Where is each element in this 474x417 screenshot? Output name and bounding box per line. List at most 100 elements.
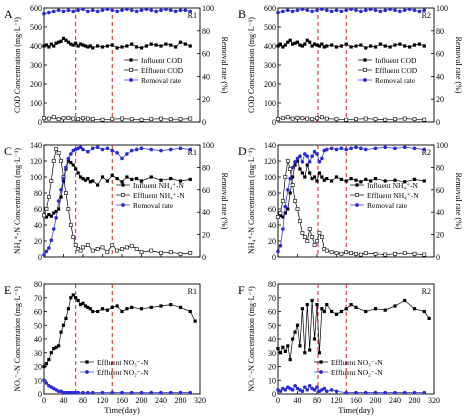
data-point [120, 45, 124, 49]
data-point [129, 243, 134, 248]
data-point [383, 8, 388, 13]
y-tick-label: 40 [268, 335, 276, 344]
y-tick-label: 50 [268, 321, 276, 330]
data-point [315, 385, 319, 389]
data-point [290, 388, 295, 392]
data-point [322, 309, 326, 314]
data-point [115, 46, 119, 50]
data-point [125, 307, 129, 311]
data-point [283, 349, 287, 353]
data-point [310, 154, 314, 158]
x-tick-label: 160 [350, 396, 362, 405]
data-point [285, 8, 290, 13]
data-point [68, 223, 73, 227]
data-point [403, 44, 407, 48]
data-point [324, 147, 329, 152]
data-point [344, 8, 349, 13]
data-point [61, 176, 66, 181]
y-tick-label: 20 [34, 237, 42, 246]
data-point [178, 40, 183, 44]
data-point [105, 308, 109, 312]
series-line [277, 116, 425, 121]
data-point [71, 163, 75, 167]
data-point [78, 175, 83, 179]
data-point [354, 8, 358, 13]
data-point [422, 252, 427, 257]
reactor-tag: R2 [422, 11, 431, 20]
data-point [339, 177, 343, 181]
y2-tick-label: 20 [436, 231, 444, 240]
y-tick-label: 0 [272, 390, 276, 399]
data-point [373, 390, 378, 395]
data-point [364, 46, 368, 50]
data-point [344, 250, 349, 255]
data-point [281, 45, 285, 49]
y2-tick-label: 20 [202, 95, 210, 104]
data-point [159, 8, 163, 13]
data-point [90, 117, 95, 122]
data-point [303, 152, 307, 156]
data-point [363, 147, 368, 152]
data-point [363, 8, 368, 13]
data-point [363, 116, 368, 121]
data-point [139, 390, 144, 395]
data-point [354, 390, 358, 395]
data-point [134, 9, 139, 14]
data-point [61, 179, 66, 183]
data-point [402, 251, 407, 255]
data-point [61, 116, 66, 121]
data-point [317, 160, 322, 164]
data-point [288, 176, 292, 181]
data-point [276, 10, 280, 15]
data-point [61, 9, 66, 14]
series-line [43, 148, 191, 255]
data-point [298, 167, 302, 171]
data-point [330, 179, 334, 183]
data-point [149, 42, 153, 46]
data-point [168, 117, 173, 122]
legend-marker [129, 68, 133, 72]
data-point [403, 180, 407, 184]
data-point [402, 390, 407, 395]
data-point [120, 390, 124, 395]
data-point [310, 9, 314, 14]
series-line [277, 300, 430, 360]
data-point [295, 115, 300, 120]
panel-letter: C [4, 144, 12, 158]
data-point [330, 309, 334, 314]
data-point [44, 249, 49, 254]
y-tick-label: 500 [264, 23, 276, 32]
panel-letter: A [4, 7, 13, 21]
data-point [47, 358, 51, 362]
data-point [76, 44, 80, 48]
y2-tick-label: 40 [202, 72, 210, 81]
y-tick-label: 20 [268, 363, 276, 372]
data-point [168, 250, 173, 255]
data-point [373, 117, 378, 122]
data-point [178, 146, 183, 151]
data-point [320, 307, 324, 311]
data-point [334, 389, 339, 394]
data-point [283, 388, 288, 392]
data-point [51, 159, 56, 163]
data-point [173, 9, 178, 14]
data-point [115, 177, 119, 181]
data-point [78, 303, 83, 307]
data-point [83, 44, 88, 48]
y-tick-label: 30 [268, 349, 276, 358]
data-point [124, 245, 129, 250]
data-point [110, 243, 115, 247]
data-point [42, 213, 46, 218]
data-point [300, 116, 305, 121]
y2-tick-label: 60 [202, 50, 210, 59]
data-point [57, 40, 61, 44]
data-point [81, 177, 85, 181]
data-point [322, 45, 326, 49]
data-point [317, 44, 322, 48]
data-point [359, 180, 363, 184]
data-point [363, 390, 368, 395]
data-point [149, 175, 153, 179]
y2-tick-label: 100 [436, 4, 448, 13]
data-point [310, 44, 314, 48]
y-tick-label: 80 [34, 280, 42, 289]
